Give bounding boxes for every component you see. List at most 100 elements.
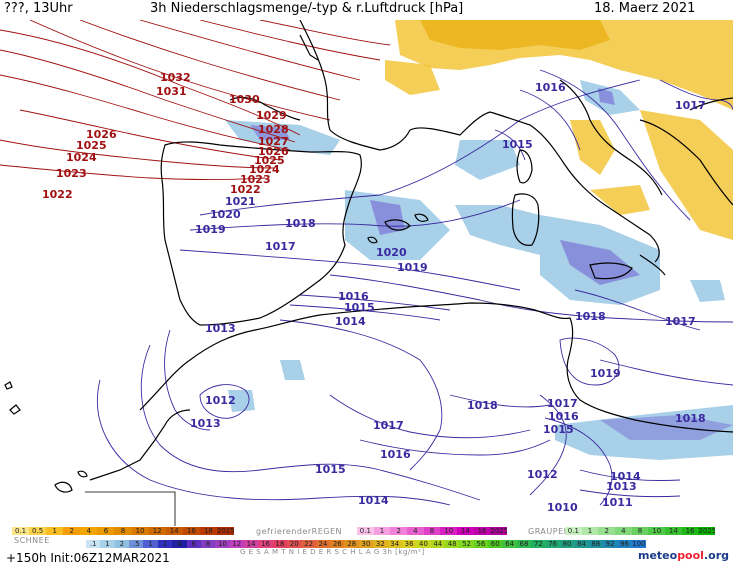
legend-swatch: 30 xyxy=(358,540,374,548)
map-title: 3h Niederschlagsmenge/-typ & r.Luftdruck… xyxy=(150,1,464,16)
isobar-label: 1010 xyxy=(547,501,578,514)
legend-swatch: 80 xyxy=(559,540,575,548)
legend-swatch: 8 xyxy=(423,527,441,535)
isobar-label: 1016 xyxy=(380,448,411,461)
legend-swatch: 84 xyxy=(574,540,589,548)
valid-date: 18. Maerz 2021 xyxy=(594,1,696,16)
legend-swatch: 8 xyxy=(114,527,132,535)
brand-part-a: meteo xyxy=(637,549,678,562)
legend-swatch: 76 xyxy=(545,540,560,548)
legend-swatch: 64 xyxy=(502,540,517,548)
legend-swatch: 100 xyxy=(631,540,647,548)
legend-swatch: 6 xyxy=(186,540,201,548)
isobar-label: 1029 xyxy=(256,109,287,122)
isobar-label: 1017 xyxy=(265,240,296,253)
isobar-label: 1016 xyxy=(535,81,566,94)
isobar-label: 1017 xyxy=(547,397,578,410)
brand-part-c: .org xyxy=(703,549,729,562)
isobar-label: 1015 xyxy=(344,301,375,314)
legend-swatch: 2 xyxy=(390,527,408,535)
isobar-label: 1023 xyxy=(56,167,87,180)
legend-swatch: 14 xyxy=(457,527,474,535)
isobar-label: 1032 xyxy=(160,71,191,84)
legend-swatch: 10 xyxy=(440,527,458,535)
legend-swatch: 40 xyxy=(416,540,431,548)
legend-swatch: 0.5 xyxy=(29,527,47,535)
legend-swatch: 2 xyxy=(114,540,130,548)
isobar-label: 1027 xyxy=(258,135,289,148)
isobar-label: 1026 xyxy=(258,145,289,158)
isobar-label: 1018 xyxy=(467,399,498,412)
legend-swatch: 16 xyxy=(182,527,200,535)
isobar-label: 1014 xyxy=(610,470,641,483)
isobar-label: 1025 xyxy=(254,154,285,167)
isobar-label: 1015 xyxy=(543,423,574,436)
snow-label: SCHNEE xyxy=(14,536,50,545)
legend-swatch: 34 xyxy=(387,540,402,548)
isobar-label: 1019 xyxy=(195,223,226,236)
freezing-rain-label: gefrierenderREGEN xyxy=(256,527,342,536)
isobar-label: 1013 xyxy=(205,322,236,335)
isobar-label: 1012 xyxy=(205,394,236,407)
legend-swatch: 2025+ xyxy=(216,527,235,535)
brand-logo[interactable]: meteopool.org xyxy=(638,549,729,562)
legend-swatch: 1 xyxy=(100,540,115,548)
model-run-info: +150h Init:06Z12MAR2021 xyxy=(6,551,170,565)
legend-swatch: 96 xyxy=(617,540,632,548)
isobar-label: 1022 xyxy=(230,183,261,196)
legend-swatch: 56 xyxy=(473,540,489,548)
isobar-label: 1013 xyxy=(190,417,221,430)
legend-swatch: 14 xyxy=(165,527,183,535)
total-precip-scale: .1 1 2.5 1 2 4 6 8 10 12 14 16 18 20 22 24 26 28 30 32 34 36 4… xyxy=(86,540,647,548)
legend-swatch: 2 xyxy=(598,527,616,535)
legend-swatch: 0.1 xyxy=(12,527,30,535)
legend-swatch: .5 xyxy=(129,540,144,548)
isobar-label: 1025 xyxy=(76,139,107,152)
isobar-label: 1018 xyxy=(575,310,606,323)
legend-swatch: 28 xyxy=(344,540,359,548)
total-precip-label: G E S A M T N I E D E R S C H L A G 3h [… xyxy=(240,548,425,556)
isobar-label: 1012 xyxy=(527,468,558,481)
legend-swatch: 48 xyxy=(444,540,460,548)
isobar-label: 1013 xyxy=(606,480,637,493)
legend-swatch: 2 xyxy=(157,540,173,548)
legend-swatch: 1 xyxy=(581,527,599,535)
legend-swatch: 16 xyxy=(258,540,273,548)
isobar-label: 1019 xyxy=(590,367,621,380)
legend-swatch: 1 xyxy=(46,527,64,535)
legend-swatch: 10 xyxy=(131,527,149,535)
isobar-label: 1028 xyxy=(258,123,289,136)
isobar-label: 1015 xyxy=(502,138,533,151)
precipitation-areas xyxy=(225,20,733,460)
isobar-label: 1016 xyxy=(338,290,369,303)
isobar-label: 1020 xyxy=(210,208,241,221)
legend-swatch: 0.1 xyxy=(357,527,374,535)
legend-swatch: 4 xyxy=(172,540,187,548)
map-canvas: 1032 1031 1030 1029 1028 1027 1026 1025 … xyxy=(0,19,733,526)
legend-swatch: 8 xyxy=(631,527,649,535)
isobar-label: 1017 xyxy=(675,99,706,112)
legend-swatch: 52 xyxy=(459,540,474,548)
isobars-low xyxy=(97,69,733,506)
header-bar: ???, 13Uhr 3h Niederschlagsmenge/-typ & … xyxy=(0,0,733,20)
legend-swatch: 1 xyxy=(143,540,158,548)
legend-swatch: 16 xyxy=(473,527,491,535)
isobar-label: 1023 xyxy=(240,173,271,186)
legend-swatch: 88 xyxy=(588,540,603,548)
legend-swatch: 12 xyxy=(229,540,244,548)
isobar-label: 1017 xyxy=(665,315,696,328)
isobar-label: 1026 xyxy=(86,128,117,141)
isobar-label: 1015 xyxy=(315,463,346,476)
legend-swatch: 1 xyxy=(373,527,391,535)
legend-swatch: 16 xyxy=(681,527,699,535)
isobar-label: 1011 xyxy=(602,496,633,509)
legend-swatch: 4 xyxy=(407,527,424,535)
legend-swatch: 22 xyxy=(301,540,316,548)
graupel-label: GRAUPEL xyxy=(528,527,569,536)
legend-swatch: 4 xyxy=(80,527,98,535)
legend-swatch: 26 xyxy=(330,540,345,548)
legend-swatch: 72 xyxy=(531,540,546,548)
isobar-label: 1016 xyxy=(548,410,579,423)
isobar-label: 1020 xyxy=(376,246,407,259)
